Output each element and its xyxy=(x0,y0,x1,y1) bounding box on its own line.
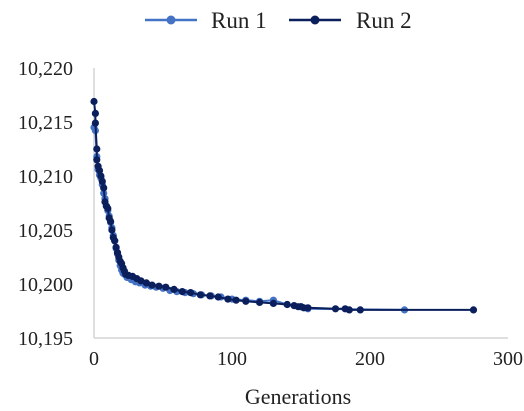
x-tick-label: 100 xyxy=(217,348,247,370)
y-tick-label: 10,200 xyxy=(18,274,73,296)
y-tick-label: 10,210 xyxy=(18,166,73,188)
data-point xyxy=(242,297,250,305)
legend-item: Run 1 xyxy=(145,8,267,33)
legend-item: Run 2 xyxy=(289,8,412,33)
series-line xyxy=(93,101,474,311)
x-tick-label: 0 xyxy=(89,348,99,370)
data-point xyxy=(283,300,291,309)
data-point xyxy=(98,177,106,185)
y-tick-label: 10,195 xyxy=(18,328,73,350)
data-point xyxy=(91,109,99,117)
data-point xyxy=(104,204,112,212)
data-point xyxy=(170,285,178,293)
data-point xyxy=(108,226,116,234)
x-tick-label: 200 xyxy=(355,348,385,370)
data-point xyxy=(91,119,99,127)
data-point xyxy=(162,283,170,291)
data-point xyxy=(224,295,232,303)
legend-swatch-marker xyxy=(166,15,176,25)
data-point xyxy=(206,292,214,300)
data-point xyxy=(196,291,204,299)
legend-label: Run 2 xyxy=(356,8,412,33)
y-tick-label: 10,205 xyxy=(18,220,73,242)
x-axis-title: Generations xyxy=(245,384,351,409)
data-point xyxy=(111,237,119,245)
data-point xyxy=(90,97,98,106)
y-tick-label: 10,220 xyxy=(18,58,73,80)
data-point xyxy=(345,306,353,314)
series-1 xyxy=(90,123,409,314)
axes: 10,195 10,200 10,205 10,210 10,215 10,220 0 100… xyxy=(18,58,523,370)
series-2 xyxy=(90,97,478,314)
data-point xyxy=(356,306,364,314)
data-point xyxy=(155,282,163,290)
data-point xyxy=(331,305,340,313)
data-point xyxy=(93,156,101,164)
data-point xyxy=(187,289,195,297)
series-layer xyxy=(90,97,478,314)
data-point xyxy=(100,184,108,192)
y-tick-label: 10,215 xyxy=(18,112,73,134)
legend-swatch-marker xyxy=(310,15,320,25)
data-point xyxy=(256,298,264,306)
data-point xyxy=(112,243,120,251)
data-point xyxy=(304,304,312,312)
data-point xyxy=(269,299,277,307)
data-point xyxy=(93,145,101,153)
data-point xyxy=(137,277,145,285)
data-point xyxy=(214,293,222,301)
x-tick-label: 300 xyxy=(493,348,523,370)
data-point xyxy=(142,279,150,287)
data-point xyxy=(97,172,105,180)
data-point xyxy=(95,167,104,175)
legend: Run 1 Run 2 xyxy=(145,8,412,33)
data-point xyxy=(178,288,186,296)
legend-label: Run 1 xyxy=(211,8,267,33)
data-point xyxy=(148,281,156,289)
data-point xyxy=(107,217,115,225)
data-point xyxy=(232,296,240,304)
data-point xyxy=(469,306,478,314)
